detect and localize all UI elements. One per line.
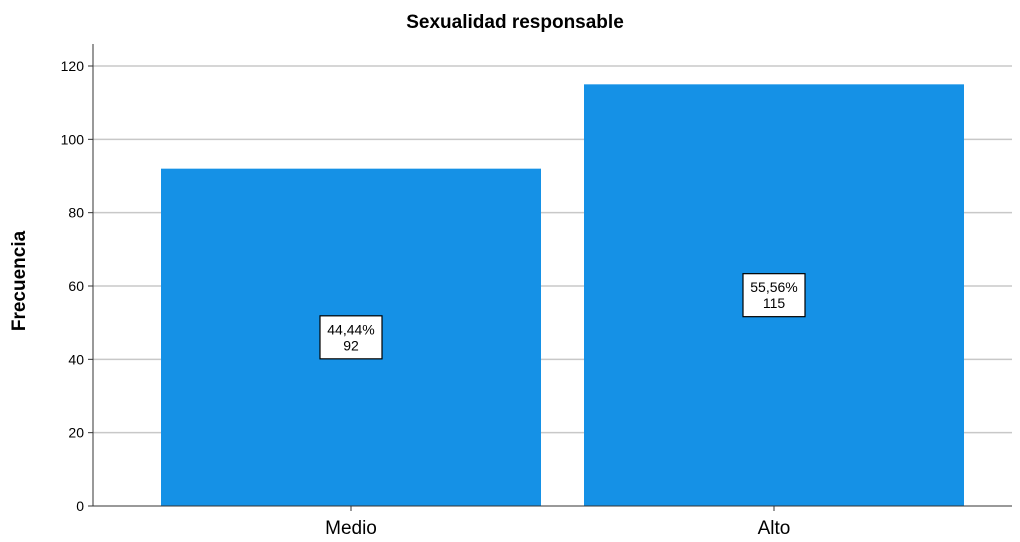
y-tick-label: 60	[68, 278, 84, 294]
data-label-percent: 55,56%	[750, 279, 797, 295]
data-label-percent: 44,44%	[327, 321, 374, 337]
y-tick-label: 100	[61, 131, 85, 147]
y-tick-label: 120	[61, 58, 85, 74]
data-label-box	[319, 315, 383, 360]
data-label-box	[742, 273, 806, 318]
y-tick-label: 0	[76, 498, 84, 514]
y-tick-label: 20	[68, 425, 84, 441]
y-tick-label: 40	[68, 351, 84, 367]
data-label-count: 115	[763, 295, 786, 311]
chart-title: Sexualidad responsable	[406, 12, 624, 33]
x-tick-label-medio: Medio	[325, 518, 377, 539]
data-label-count: 92	[343, 337, 359, 353]
y-tick-label: 80	[68, 205, 84, 221]
x-tick-label-alto: Alto	[758, 518, 791, 539]
